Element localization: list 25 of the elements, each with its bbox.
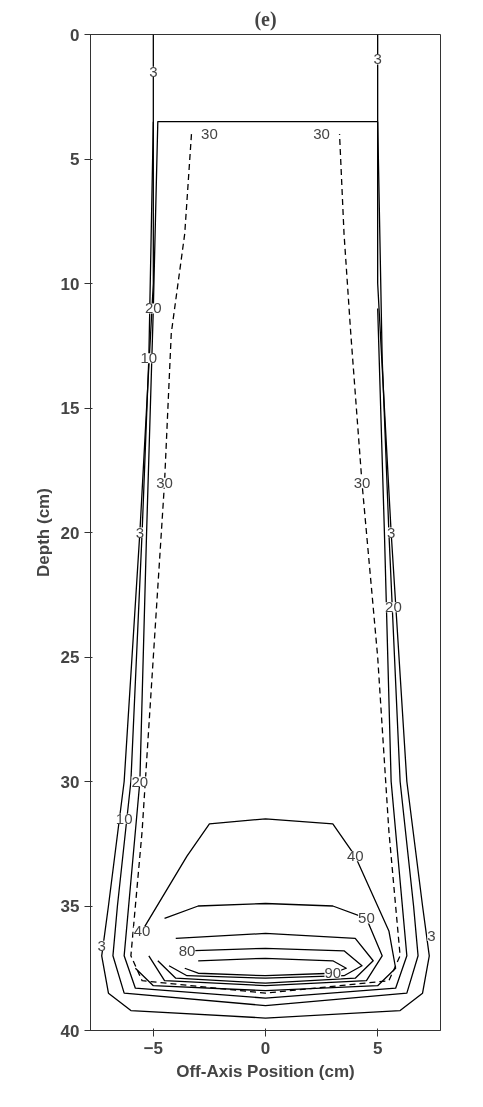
annotation: 3 xyxy=(135,523,145,541)
y-tick-label: 15 xyxy=(60,399,80,418)
annotation: 3 xyxy=(427,926,436,944)
annotation: 3 xyxy=(386,523,396,541)
y-tick-label: 35 xyxy=(60,897,80,916)
chart-title: (e) xyxy=(254,7,277,31)
y-tick-label: 5 xyxy=(70,150,80,169)
annotation: 20 xyxy=(385,598,402,616)
y-tick-label: 30 xyxy=(60,772,80,792)
x-tick-label: 5 xyxy=(372,1038,383,1058)
annotation: 10 xyxy=(115,809,133,827)
y-axis-title: Depth (cm) xyxy=(33,488,53,577)
y-tick-label: 10 xyxy=(60,274,80,294)
x-tick-label: 0 xyxy=(260,1038,271,1058)
annotation: 30 xyxy=(201,125,218,143)
x-axis-title: Off-Axis Position (cm) xyxy=(176,1061,355,1081)
annotation: 3 xyxy=(97,936,106,954)
y-tick-label: 40 xyxy=(60,1021,80,1041)
annotation: 3 xyxy=(149,62,158,80)
y-tick-label: 20 xyxy=(60,523,80,543)
x-tick-label: −5 xyxy=(143,1038,164,1058)
y-tick-label: 25 xyxy=(60,648,80,667)
annotation: 30 xyxy=(313,125,330,143)
y-tick-label: 0 xyxy=(70,25,80,45)
annotation: 3 xyxy=(373,50,382,68)
